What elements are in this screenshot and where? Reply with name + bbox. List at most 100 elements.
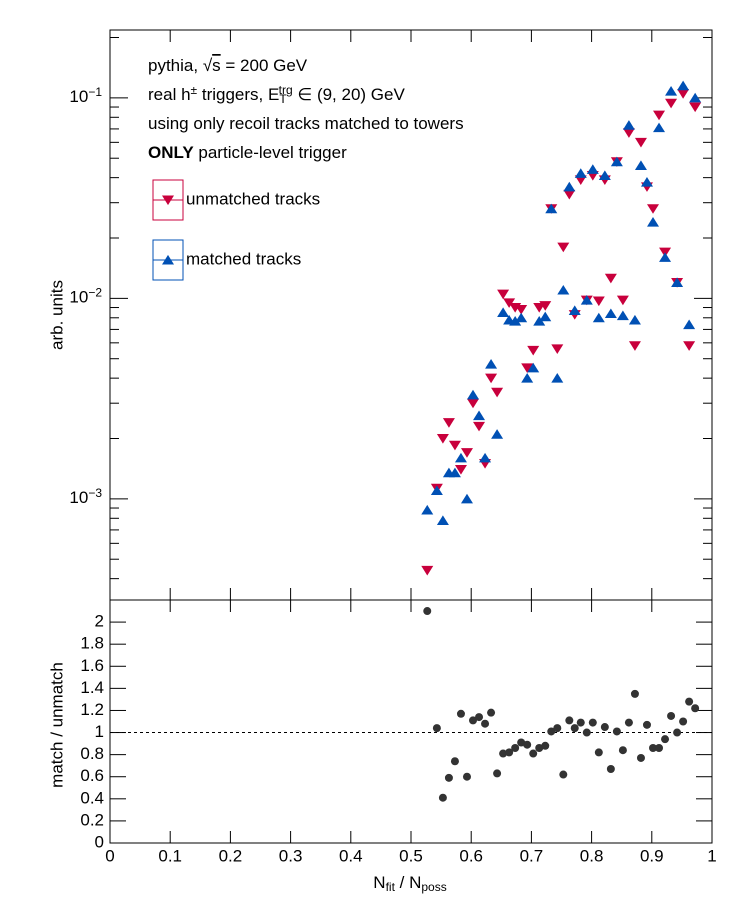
- text-segment: ONLY: [148, 143, 194, 162]
- text-segment: fit: [386, 880, 396, 894]
- ratio-point: [630, 689, 639, 698]
- ratio-point: [673, 728, 682, 737]
- data-point: [460, 448, 473, 458]
- text-segment: poss: [421, 880, 446, 894]
- data-point: [497, 289, 510, 300]
- ratio-point: [475, 713, 484, 722]
- data-point: [634, 137, 647, 148]
- ratio-point: [600, 723, 609, 732]
- data-point: [545, 203, 558, 214]
- data-point: [677, 80, 690, 91]
- data-point: [436, 515, 449, 525]
- x-tick-label: 0.6: [459, 846, 483, 865]
- data-point: [436, 434, 449, 444]
- legend-label: unmatched tracks: [186, 189, 320, 208]
- text-segment: T: [279, 92, 287, 106]
- ratio-point: [642, 720, 651, 729]
- data-point: [586, 164, 599, 174]
- text-segment: s: [212, 56, 221, 75]
- text-segment: particle-level trigger: [194, 143, 347, 162]
- ratio-point: [582, 728, 591, 737]
- ratio-point: [661, 735, 670, 744]
- data-point: [677, 89, 690, 99]
- data-point: [659, 252, 672, 262]
- x-tick-label: 0.8: [580, 846, 604, 865]
- data-point: [497, 307, 510, 318]
- tick-base: 10: [69, 288, 88, 307]
- ratio-point: [606, 764, 615, 773]
- y-tick-label: 0.2: [80, 810, 104, 829]
- data-point: [671, 277, 684, 287]
- ratio-point: [505, 748, 514, 757]
- x-tick-label: 0.9: [640, 846, 664, 865]
- ratio-point: [493, 769, 502, 778]
- text-segment: pythia,: [148, 56, 203, 75]
- ratio-point: [667, 711, 676, 720]
- ratio-point: [612, 727, 621, 736]
- y-tick-label: 10−2: [69, 285, 102, 307]
- y-tick-label: 1.2: [80, 700, 104, 719]
- tick-exponent: −2: [88, 285, 102, 299]
- data-point: [460, 493, 473, 504]
- data-point: [421, 504, 434, 515]
- ratio-point: [541, 741, 550, 750]
- ratio-point: [594, 748, 603, 757]
- data-point: [598, 170, 611, 180]
- tick-base: 10: [69, 488, 88, 507]
- y-tick-label: 1: [95, 722, 104, 741]
- ratio-point: [423, 607, 432, 616]
- ratio-point: [487, 708, 496, 717]
- x-tick-label: 0.3: [279, 846, 303, 865]
- y-tick-label: 10−1: [69, 85, 102, 107]
- ratio-point: [576, 718, 585, 727]
- data-point: [521, 373, 534, 383]
- ratio-point: [535, 744, 544, 753]
- data-point: [580, 295, 593, 305]
- ratio-point: [618, 746, 627, 755]
- ratio-point: [570, 724, 579, 733]
- data-point: [473, 421, 486, 432]
- ratio-point: [444, 773, 453, 782]
- ratio-point: [624, 718, 633, 727]
- text-segment: ∈ (9, 20) GeV: [293, 85, 406, 104]
- ratio-point: [529, 749, 538, 758]
- ratio-point: [691, 704, 700, 713]
- data-point: [665, 98, 678, 109]
- data-point: [574, 168, 587, 178]
- data-point: [454, 452, 467, 463]
- data-point: [610, 156, 623, 167]
- ratio-point: [559, 770, 568, 779]
- data-point: [557, 242, 570, 253]
- data-point: [689, 102, 702, 113]
- ratio-point: [432, 724, 441, 733]
- data-point: [616, 295, 629, 306]
- legend-marker: [162, 195, 174, 206]
- ratio-point: [517, 738, 526, 747]
- data-point: [539, 301, 552, 311]
- data-point: [683, 341, 696, 351]
- data-point: [527, 362, 540, 373]
- y-tick-label: 2: [95, 612, 104, 631]
- text-segment: N: [373, 873, 385, 892]
- x-tick-label: 0.5: [399, 846, 423, 865]
- text-segment: real h: [148, 85, 191, 104]
- data-point: [448, 440, 461, 451]
- annotation: ONLY particle-level trigger: [148, 143, 347, 162]
- text-segment: ±: [191, 83, 198, 97]
- data-point: [640, 177, 653, 187]
- data-point: [604, 308, 617, 319]
- y-tick-label: 0.8: [80, 744, 104, 763]
- ratio-point: [636, 753, 645, 762]
- ratio-point: [565, 716, 574, 725]
- data-point: [622, 120, 635, 130]
- data-point: [485, 359, 498, 369]
- text-segment: = 200 GeV: [221, 56, 308, 75]
- ratio-point: [469, 716, 478, 725]
- data-point: [479, 452, 492, 463]
- ratio-point: [438, 793, 447, 802]
- ratio-point: [649, 744, 658, 753]
- data-point: [647, 217, 660, 227]
- plot-frame: [109, 599, 713, 844]
- ratio-point: [456, 709, 465, 718]
